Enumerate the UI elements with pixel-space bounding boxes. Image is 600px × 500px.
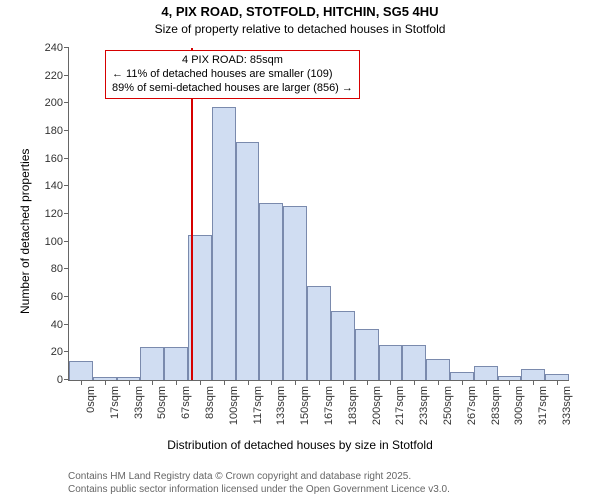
x-tick-label: 333sqm [561,386,573,425]
histogram-bar [69,361,93,380]
footer-attribution: Contains HM Land Registry data © Crown c… [68,470,450,496]
y-tick-label: 100 [45,236,63,248]
x-tick-label: 150sqm [299,386,311,425]
annotation-line: 4 PIX ROAD: 85sqm [112,54,353,68]
x-tick-label: 283sqm [490,386,502,425]
histogram-bar [236,142,260,380]
y-tick-label: 120 [45,208,63,220]
chart-title: 4, PIX ROAD, STOTFOLD, HITCHIN, SG5 4HU [0,4,600,19]
x-tick-label: 33sqm [133,386,145,419]
histogram-bar [450,372,474,380]
y-axis-label: Number of detached properties [18,149,32,314]
histogram-bar [140,347,164,380]
histogram-bar [474,366,498,380]
x-axis-label: Distribution of detached houses by size … [0,438,600,452]
x-tick-label: 17sqm [109,386,121,419]
y-tick-label: 180 [45,125,63,137]
footer-line: Contains HM Land Registry data © Crown c… [68,470,450,483]
x-tick-label: 100sqm [228,386,240,425]
histogram-bar [379,345,403,380]
x-tick-label: 183sqm [347,386,359,425]
x-tick-label: 117sqm [252,386,264,424]
y-tick-label: 240 [45,42,63,54]
x-tick-label: 83sqm [204,386,216,419]
y-tick-label: 40 [51,319,63,331]
x-tick-label: 167sqm [323,386,335,425]
x-tick-label: 300sqm [513,386,525,425]
histogram-bar [331,311,355,380]
x-tick-label: 133sqm [275,386,287,425]
x-tick-label: 317sqm [537,386,549,425]
y-tick-label: 0 [57,374,63,386]
y-tick-label: 60 [51,291,63,303]
annotation-box: 4 PIX ROAD: 85sqm ← 11% of detached hous… [105,50,360,99]
y-tick-label: 20 [51,346,63,358]
histogram-bar [355,329,379,380]
y-tick-label: 80 [51,263,63,275]
x-tick-label: 200sqm [371,386,383,425]
histogram-bar [283,206,307,380]
x-tick-label: 250sqm [442,386,454,425]
x-tick-label: 67sqm [180,386,192,419]
histogram-bar [259,203,283,380]
histogram-bar [212,107,236,380]
y-tick-label: 220 [45,70,63,82]
x-tick-label: 233sqm [418,386,430,425]
chart-container: 4, PIX ROAD, STOTFOLD, HITCHIN, SG5 4HU … [0,0,600,500]
annotation-line: ← 11% of detached houses are smaller (10… [112,68,353,82]
x-tick-label: 0sqm [85,386,97,413]
chart-subtitle: Size of property relative to detached ho… [0,22,600,36]
x-tick-label: 267sqm [466,386,478,425]
histogram-bar [402,345,426,380]
histogram-bar [164,347,188,380]
annotation-line: 89% of semi-detached houses are larger (… [112,82,353,96]
x-tick-label: 217sqm [394,386,406,425]
histogram-bar [521,369,545,380]
y-tick-label: 140 [45,180,63,192]
histogram-bar [307,286,331,380]
y-tick-label: 200 [45,97,63,109]
x-tick-label: 50sqm [156,386,168,419]
y-tick-label: 160 [45,153,63,165]
histogram-bar [426,359,450,380]
footer-line: Contains public sector information licen… [68,483,450,496]
